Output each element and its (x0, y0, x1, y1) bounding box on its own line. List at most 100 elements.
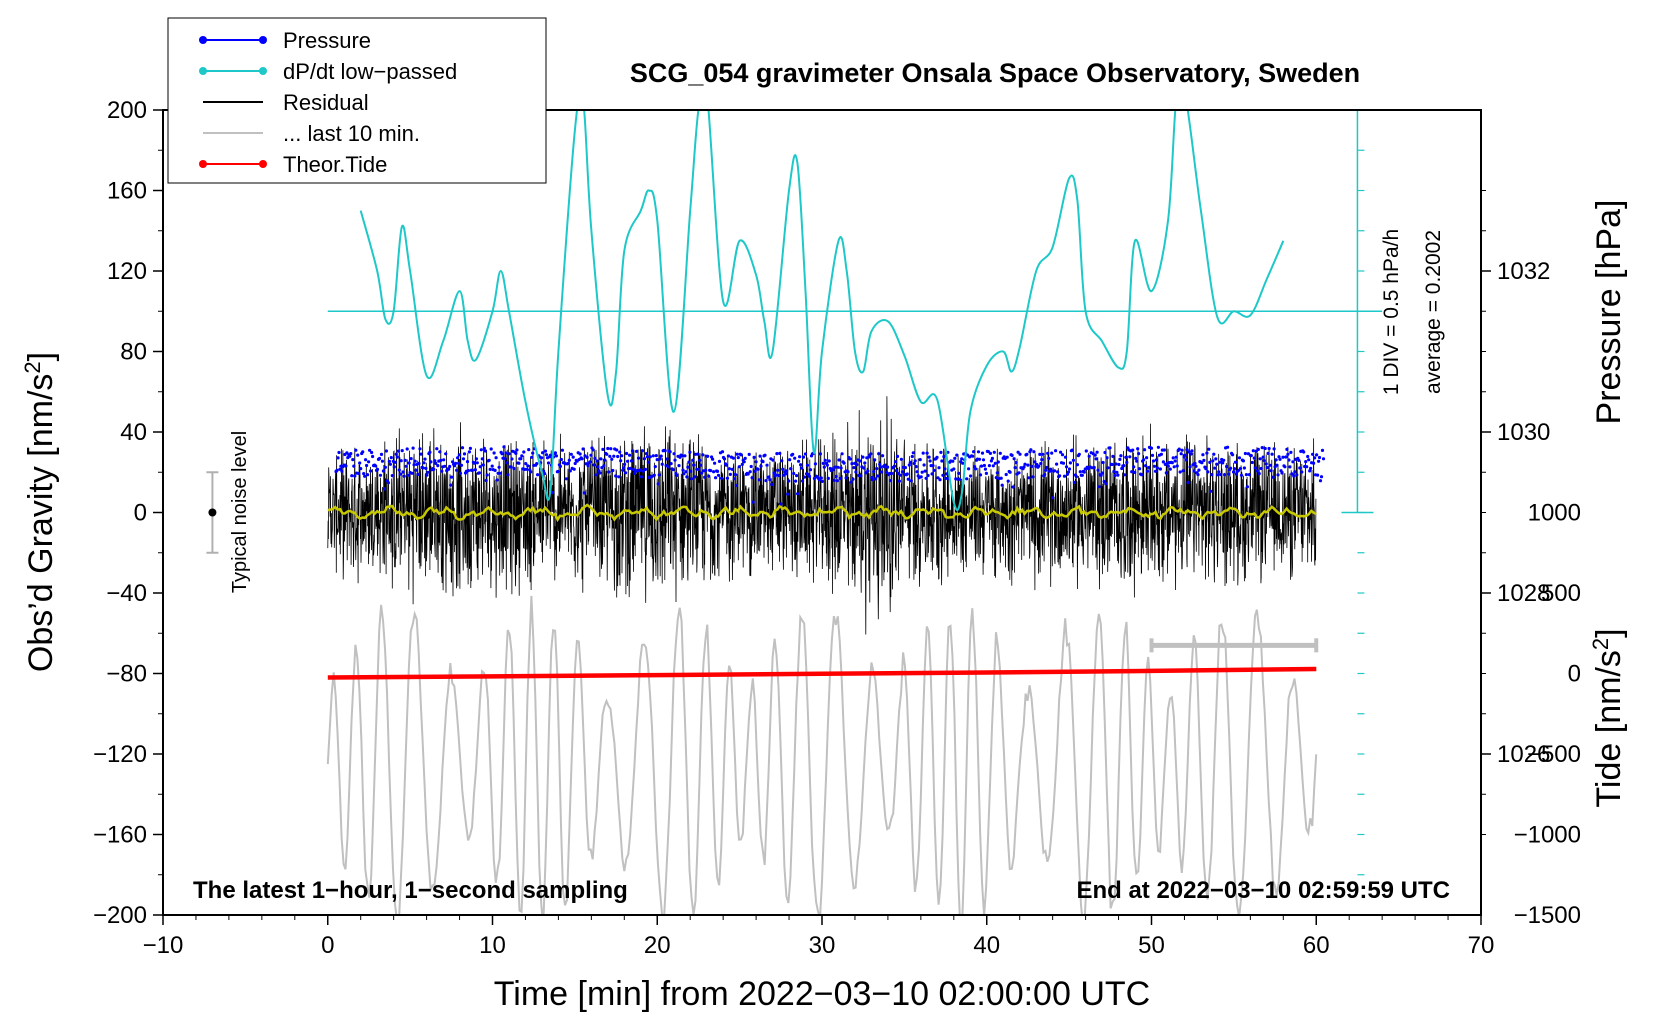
x-tick-label: 40 (973, 932, 1000, 959)
y-tick-label: −80 (106, 661, 147, 688)
pressure-point (399, 459, 403, 463)
pressure-point (776, 468, 780, 472)
pressure-point (987, 464, 992, 468)
y-axis-label-left: Obs’d Gravity [nm/s2] (20, 352, 60, 672)
pressure-point (1014, 461, 1018, 465)
pressure-point (1067, 467, 1072, 471)
pressure-point (1055, 462, 1059, 466)
pressure-point (1132, 465, 1136, 469)
legend-label: Pressure (283, 28, 371, 53)
pressure-point (1135, 459, 1139, 463)
pressure-point (582, 491, 586, 495)
pressure-point (362, 472, 366, 476)
pressure-point (1263, 446, 1267, 451)
pressure-point (928, 459, 932, 463)
pressure-point (1251, 449, 1255, 453)
pressure-point (780, 459, 784, 463)
pressure-point (546, 461, 551, 465)
pressure-point (1289, 450, 1293, 454)
pressure-point (519, 457, 523, 461)
pressure-point (1267, 446, 1271, 451)
pressure-point (1239, 473, 1244, 477)
pressure-point (1162, 448, 1166, 452)
pressure-point (989, 459, 994, 463)
pressure-point (1010, 453, 1014, 457)
pressure-point (1295, 473, 1299, 477)
pressure-point (467, 450, 471, 454)
residual-smoothed-series (327, 503, 1317, 523)
legend-entry: Theor.Tide (199, 152, 387, 177)
pressure-point (919, 475, 923, 479)
pressure-point (941, 473, 945, 477)
pressure-point (1168, 467, 1172, 471)
pressure-point (984, 471, 989, 475)
pressure-point (488, 467, 492, 471)
pressure-point (713, 461, 717, 465)
pressure-point (1190, 449, 1194, 453)
pressure-point (1071, 458, 1075, 462)
pressure-point (628, 453, 632, 457)
pressure-point (621, 468, 625, 472)
pressure-point (1311, 452, 1315, 456)
pressure-point (671, 468, 675, 472)
pressure-point (777, 473, 781, 478)
pressure-point (736, 456, 740, 460)
pressure-point (747, 452, 751, 456)
pressure-point (442, 458, 446, 462)
pressure-point (1037, 464, 1041, 468)
y-tick-label: −120 (93, 741, 147, 768)
pressure-point (1113, 473, 1117, 478)
pressure-point (455, 468, 459, 472)
legend-swatch-marker (259, 67, 267, 75)
pressure-point (1026, 463, 1030, 467)
y-axis-label-left-main: Obs’d Gravity [nm/s (22, 374, 60, 673)
pressure-point (1142, 458, 1146, 462)
y-tick-label: 160 (107, 178, 147, 205)
pressure-point (851, 477, 855, 481)
pressure-point (651, 454, 655, 458)
pressure-point (560, 448, 565, 452)
pressure-point (788, 458, 792, 462)
pressure-point (1180, 448, 1184, 452)
pressure-point (1186, 480, 1190, 485)
pressure-point (460, 446, 465, 450)
pressure-point (620, 454, 624, 458)
pressure-point (581, 447, 585, 451)
pressure-point (616, 454, 620, 459)
pressure-point (1097, 485, 1101, 489)
pressure-point (340, 469, 344, 473)
pressure-point (1285, 447, 1289, 451)
pressure-point (352, 464, 356, 468)
pressure-point (876, 474, 880, 478)
pressure-point (1143, 448, 1147, 452)
pressure-point (451, 460, 455, 464)
pressure-point (898, 473, 903, 477)
y-tick-label: 200 (107, 97, 147, 124)
pressure-point (417, 461, 421, 466)
pressure-point (485, 473, 489, 477)
pressure-point (1225, 464, 1229, 469)
pressure-point (1208, 460, 1212, 464)
pressure-point (484, 478, 488, 483)
pressure-point (967, 467, 971, 471)
pressure-point (834, 474, 838, 479)
pressure-point (589, 453, 593, 457)
pressure-point (1305, 465, 1309, 469)
pressure-point (338, 467, 342, 471)
pressure-point (1245, 485, 1249, 489)
pressure-point (1209, 489, 1213, 493)
pressure-point (645, 455, 650, 459)
pressure-point (1178, 470, 1182, 474)
pressure-point (1200, 461, 1204, 465)
pressure-point (1118, 457, 1122, 461)
pressure-point (457, 461, 461, 465)
pressure-point (784, 472, 788, 476)
pressure-point (703, 475, 707, 479)
pressure-point (493, 468, 497, 472)
pressure-point (779, 502, 783, 506)
pressure-point (757, 478, 761, 482)
pressure-point (1105, 456, 1109, 460)
pressure-point (797, 459, 801, 463)
pressure-point (646, 460, 651, 464)
pressure-point (1306, 454, 1310, 459)
